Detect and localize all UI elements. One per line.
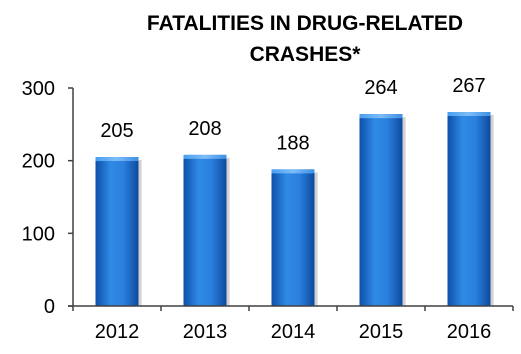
bar-2016: [447, 111, 494, 306]
chart-title-line-2: CRASHES*: [249, 43, 361, 66]
bar-2013: [183, 154, 230, 306]
x-tick-label-2014: 2014: [271, 321, 316, 343]
y-tick-label-0: 0: [44, 296, 55, 318]
bar-body: [183, 154, 227, 306]
chart-title-line-1: FATALITIES IN DRUG-RELATED: [146, 12, 464, 35]
y-tick-label-100: 100: [22, 223, 55, 245]
bars-layer: [95, 111, 494, 306]
labels-layer: 205 2012 208 2013 188 2014 264 2015 267 2016 0 100 2…: [22, 75, 492, 343]
data-label-2012: 205: [100, 120, 133, 142]
x-tick-label-2015: 2015: [359, 321, 404, 343]
bar-body: [271, 169, 315, 306]
chart-title: FATALITIES IN DRUG-RELATED CRASHES*: [100, 8, 510, 70]
x-tick-label-2012: 2012: [95, 321, 140, 343]
x-tick-label-2013: 2013: [183, 321, 228, 343]
data-label-2015: 264: [364, 77, 397, 99]
data-label-2013: 208: [188, 118, 221, 140]
bar-body: [447, 111, 491, 306]
bar-cap: [95, 157, 139, 162]
bar-cap: [447, 111, 491, 116]
y-tick-label-300: 300: [22, 78, 55, 100]
bar-cap: [183, 154, 227, 159]
data-label-2014: 188: [276, 132, 309, 154]
y-tick-label-200: 200: [22, 151, 55, 173]
bar-2014: [271, 169, 318, 306]
data-label-2016: 267: [452, 75, 485, 97]
bar-cap: [271, 169, 315, 174]
x-tick-label-2016: 2016: [447, 321, 492, 343]
bar-body: [359, 114, 403, 306]
bar-2012: [95, 157, 142, 306]
axes-layer: [68, 87, 514, 311]
bar-cap: [359, 114, 403, 119]
bar-2015: [359, 114, 406, 306]
bar-body: [95, 157, 139, 306]
